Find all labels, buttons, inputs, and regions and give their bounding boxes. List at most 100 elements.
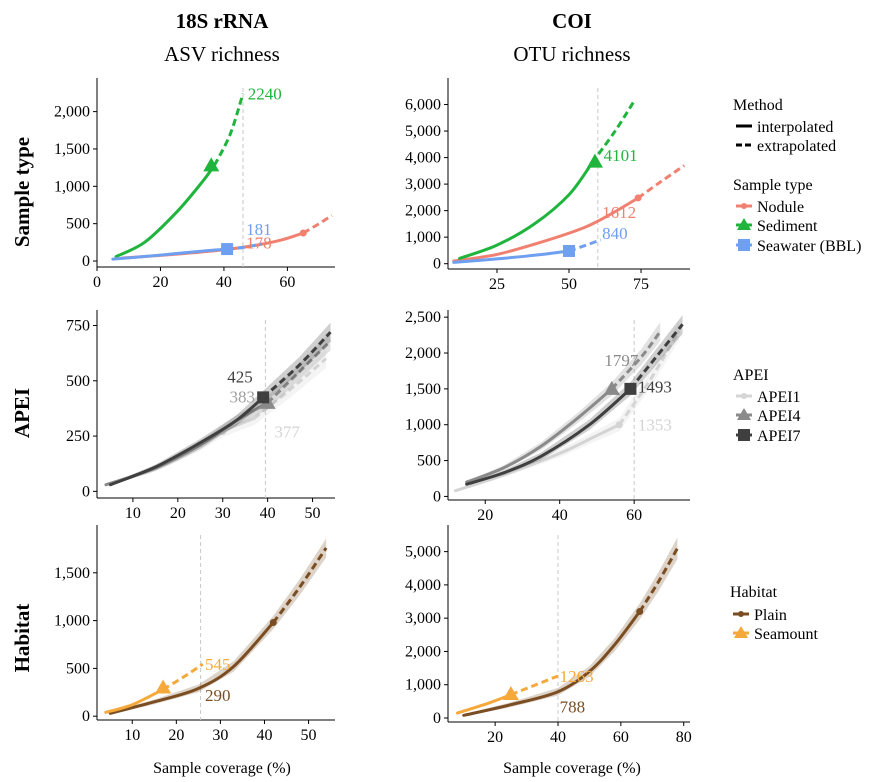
p0-y-tick-label: 1,500 (54, 141, 90, 158)
p4-annotation: 545 (205, 655, 231, 674)
p0-y-tick-label: 0 (82, 253, 90, 270)
p5-x-tick-label: 20 (487, 729, 503, 746)
p3-annotation: 1353 (638, 416, 672, 435)
legend-habitat-item-1: Seamount (754, 626, 819, 643)
p0-series-seawater-bbl-interpolated (111, 247, 229, 261)
legend-method-item-0: interpolated (757, 119, 833, 136)
p3-y-tick-label: 2,500 (405, 309, 441, 326)
legend-seawater-marker (738, 239, 750, 251)
p4-y-tick-label: 0 (82, 708, 90, 725)
p4-x-tick-label: 40 (256, 727, 272, 744)
legend-apei-item-2: APEI7 (757, 428, 801, 445)
p0-y-tick-label: 500 (66, 216, 90, 233)
p4-annotation: 290 (205, 686, 231, 705)
p3-y-tick-label: 1,000 (405, 417, 441, 434)
p3-y-tick-label: 1,500 (405, 381, 441, 398)
column-subtitle-18s: ASV richness (164, 42, 280, 66)
column-title-18s: 18S rRNA (176, 9, 270, 33)
p3-x-tick-label: 40 (552, 507, 568, 524)
p4-series-plain-extrapolated (272, 547, 328, 624)
p0-series-sediment-interpolated (114, 163, 216, 259)
p3-y-tick-label: 0 (433, 488, 441, 505)
x-axis-title-18s: Sample coverage (%) (153, 760, 291, 777)
legend-apei-item-1: APEI4 (757, 408, 801, 425)
p2-y-tick-label: 0 (82, 483, 90, 500)
p1-series-seawater-bbl-marker (563, 244, 575, 257)
p1-annotation: 1612 (602, 203, 636, 222)
p2-y-tick-label: 250 (66, 428, 90, 445)
p3-series-apei1-marker (615, 421, 623, 429)
p5-annotation: 1263 (560, 667, 594, 686)
legend-sample-type-item-1: Sediment (757, 218, 818, 235)
panel-coi-sample-type: 0 1,000 2,000 3,000 4,000 5,000 6,000 25 50 75 410… (405, 78, 690, 293)
p5-series-plain-marker (636, 608, 644, 616)
p3-x-tick-label: 60 (626, 507, 642, 524)
p1-series-seawater-bbl-interpolated (452, 249, 571, 264)
p0-x-tick-label: 40 (216, 274, 232, 291)
p4-x-tick-label: 20 (168, 727, 184, 744)
p3-series-apei7-marker (624, 382, 637, 395)
legend-sample-type: Sample type Nodule Sediment Seawater (BB… (733, 177, 861, 255)
p4-series-plain-marker (269, 619, 277, 626)
p2-series-apei7-marker (257, 391, 270, 404)
p2-x-tick-label: 10 (125, 505, 141, 522)
p5-y-tick-label: 3,000 (405, 610, 441, 627)
p0-series-nodule-marker (299, 229, 307, 237)
legend-apei-item-0: APEI1 (757, 389, 801, 406)
legend-sample-type-title: Sample type (733, 177, 813, 194)
p5-series-seamount-extrapolated (510, 674, 559, 697)
p5-y-tick-label: 5,000 (405, 544, 441, 561)
p1-series-nodule-marker (634, 194, 642, 202)
p1-annotation: 4101 (604, 146, 638, 165)
p1-x-tick-label: 75 (633, 276, 649, 293)
p3-series-apei1-extrapolated (618, 330, 681, 426)
p2-series-apei4-extrapolated (266, 339, 332, 404)
p4-series-seamount-marker (155, 679, 172, 694)
p0-series-nodule-extrapolated (302, 214, 333, 235)
legend-sample-type-item-2: Seawater (BBL) (757, 238, 861, 255)
p1-y-tick-label: 3,000 (405, 176, 441, 193)
panel-coi-habitat: 0 1,000 2,000 3,000 4,000 5,000 20 40 60 80 1263 78… (405, 525, 692, 746)
p4-y-tick-label: 1,000 (54, 613, 90, 630)
panel-18s-habitat: 0 500 1,000 1,500 10 20 30 40 50 545 290 (54, 525, 335, 744)
p1-y-tick-label: 4,000 (405, 150, 441, 167)
legend-method: Method interpolated extrapolated (733, 97, 836, 155)
p2-annotation: 377 (274, 423, 300, 442)
p3-series-apei1-interpolated (453, 423, 621, 493)
p5-y-tick-label: 1,000 (405, 677, 441, 694)
p0-annotation: 2240 (248, 85, 282, 104)
p3-series-apei4-marker (603, 380, 620, 395)
p5-y-tick-label: 2,000 (405, 643, 441, 660)
p0-y-tick-label: 2,000 (54, 104, 90, 121)
legend-apei: APEI APEI1 APEI4 APEI7 (733, 367, 801, 445)
legend-habitat-item-0: Plain (754, 607, 787, 624)
p0-y-tick-label: 1,000 (54, 178, 90, 195)
p0-series-seawater-bbl-marker (221, 243, 234, 256)
p4-series-seamount-extrapolated (162, 662, 204, 691)
p0-annotation: 181 (246, 220, 272, 239)
legend-sediment-marker (737, 218, 751, 230)
p3-series-apei7-interpolated (465, 387, 632, 486)
p2-series-apei7-interpolated (108, 395, 265, 487)
p0-x-tick-label: 20 (152, 274, 168, 291)
legend-plain-marker (738, 611, 744, 617)
panel-coi-apei: 0 500 1,000 1,500 2,000 2,500 20 40 60 1797 1493 13… (405, 309, 690, 524)
row-label-sample-type: Sample type (10, 137, 34, 247)
p4-series-plain-interpolated (108, 621, 275, 715)
p2-series-apei7-band (110, 322, 331, 486)
legend-seamount-marker (734, 626, 748, 638)
p5-series-plain-interpolated (462, 610, 642, 717)
p2-y-tick-label: 500 (66, 373, 90, 390)
legend-apei7-marker (738, 429, 750, 441)
p5-annotation: 788 (560, 697, 586, 716)
p1-x-tick-label: 25 (489, 276, 505, 293)
p2-series-apei7-extrapolated (262, 331, 332, 399)
p2-series-apei4-band (105, 331, 331, 486)
p5-x-tick-label: 80 (676, 729, 692, 746)
p3-series-apei1-band (455, 322, 679, 492)
p5-y-tick-label: 0 (433, 710, 441, 727)
p3-y-tick-label: 2,000 (405, 345, 441, 362)
p0-x-tick-label: 60 (279, 274, 295, 291)
